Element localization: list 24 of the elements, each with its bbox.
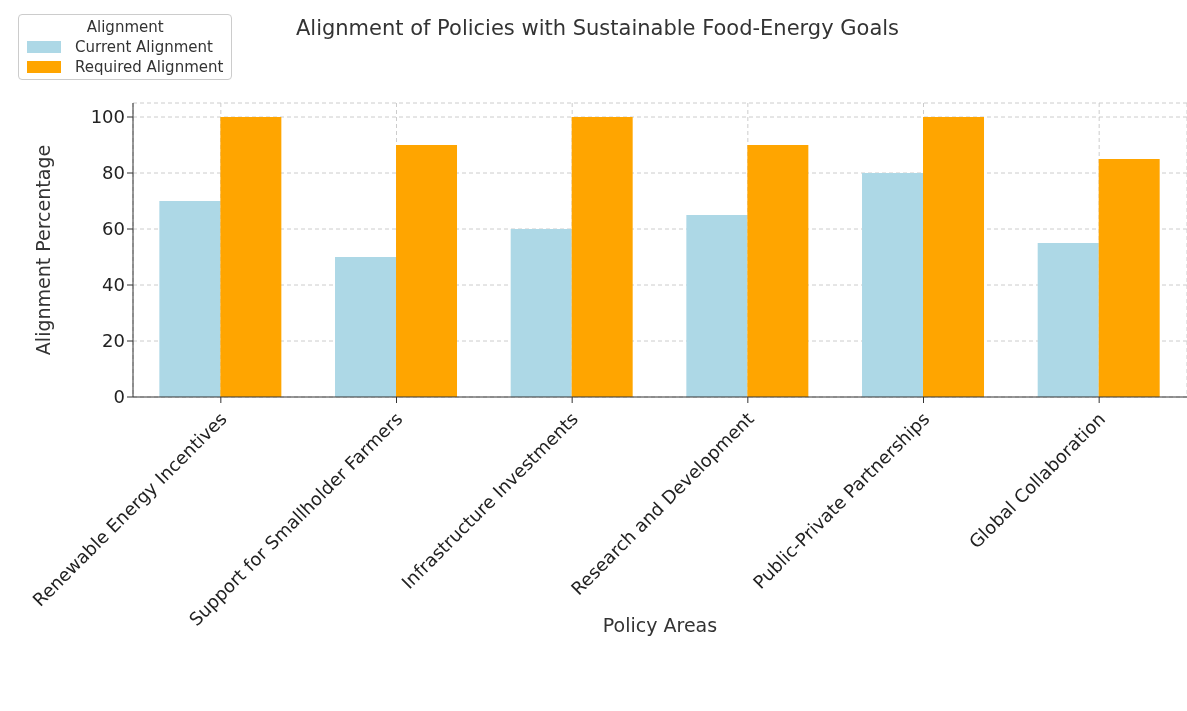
- bar: [220, 117, 282, 397]
- y-tick-label: 0: [113, 386, 125, 408]
- y-tick-label: 80: [102, 162, 125, 184]
- y-tick-label: 40: [102, 274, 125, 296]
- bar: [1098, 159, 1160, 397]
- bar: [686, 215, 748, 397]
- bar: [396, 145, 458, 397]
- bar: [923, 117, 985, 397]
- bar: [159, 201, 221, 397]
- bar: [510, 229, 572, 397]
- y-tick-label: 20: [102, 330, 125, 352]
- legend-label: Required Alignment: [75, 58, 224, 76]
- chart-title: Alignment of Policies with Sustainable Food-Energy Goals: [295, 16, 900, 40]
- bar: [571, 117, 633, 397]
- legend-title: Alignment: [85, 18, 165, 36]
- y-tick-label: 60: [102, 218, 125, 240]
- legend-label: Current Alignment: [75, 38, 213, 56]
- bar: [1037, 243, 1099, 397]
- bar: [747, 145, 809, 397]
- y-tick-label: 100: [90, 106, 125, 128]
- y-axis-title: Alignment Percentage: [31, 144, 54, 356]
- x-axis-title: Policy Areas: [602, 614, 718, 636]
- bar: [335, 257, 397, 397]
- bar: [862, 173, 924, 397]
